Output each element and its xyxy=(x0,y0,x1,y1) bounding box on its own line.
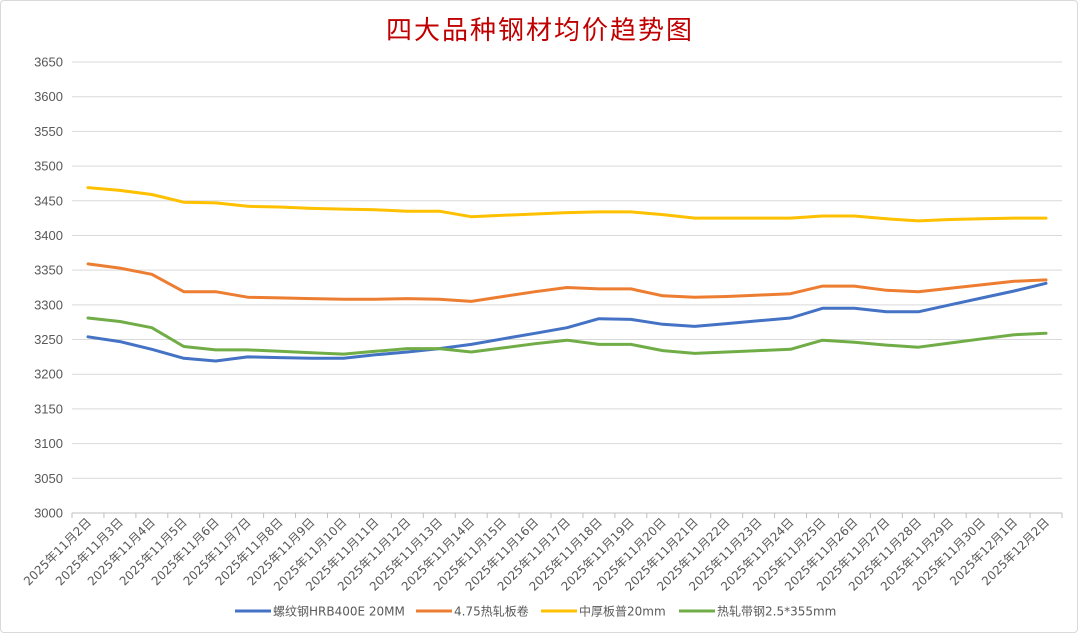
y-tick-label: 3350 xyxy=(34,263,63,278)
y-tick-label: 3000 xyxy=(34,506,63,521)
y-tick-label: 3250 xyxy=(34,332,63,347)
series-line xyxy=(86,186,1048,223)
y-tick-label: 3600 xyxy=(34,89,63,104)
series-lines xyxy=(86,186,1048,363)
x-axis-ticks: 2025年11月2日2025年11月3日2025年11月4日2025年11月5日… xyxy=(21,512,1063,594)
y-tick-label: 3500 xyxy=(34,159,63,174)
y-tick-label: 3550 xyxy=(34,124,63,139)
y-tick-label: 3300 xyxy=(34,297,63,312)
y-axis-ticks: 3000 3050 3100 3150 3200 3250 3300 3350 3400 3450… xyxy=(34,55,63,521)
legend-label: 中厚板普20mm xyxy=(579,604,666,619)
legend-label: 螺纹钢HRB400E 20MM xyxy=(273,605,405,619)
series-line xyxy=(86,316,1048,356)
legend-label: 4.75热轧板卷 xyxy=(454,604,529,619)
y-tick-label: 3650 xyxy=(34,55,63,70)
series-line xyxy=(86,281,1048,363)
y-tick-label: 3450 xyxy=(34,193,63,208)
legend-label: 热轧带钢2.5*355mm xyxy=(717,605,836,619)
y-tick-label: 3100 xyxy=(34,436,63,451)
y-tick-label: 3150 xyxy=(34,401,63,416)
legend: 螺纹钢HRB400E 20MM 4.75热轧板卷 中厚板普20mm 热轧带钢2.5*3… xyxy=(235,604,836,619)
y-tick-label: 3200 xyxy=(34,367,63,382)
y-tick-label: 3400 xyxy=(34,228,63,243)
y-tick-label: 3050 xyxy=(34,471,63,486)
chart-title: 四大品种钢材均价趋势图 xyxy=(385,16,694,46)
series-line xyxy=(86,262,1048,303)
